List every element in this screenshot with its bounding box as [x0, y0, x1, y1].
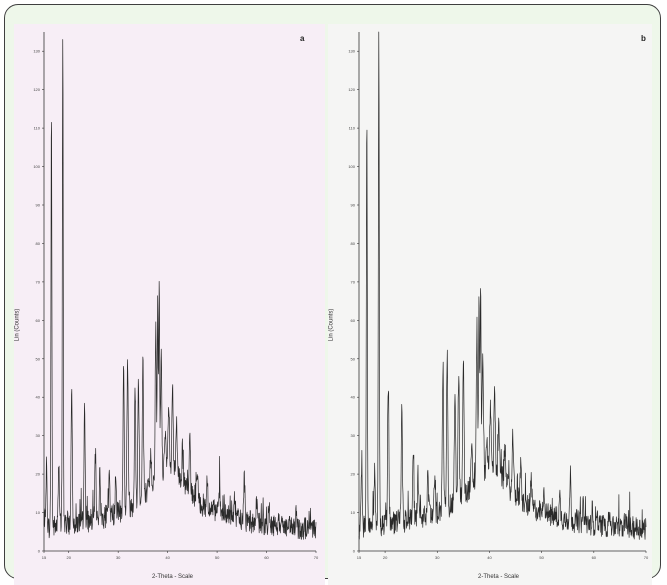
- xrd-plot-b: 0 10 20 30 40 50 60 70 80 90 100 110 120 130 15 20 30 40 5…: [348, 31, 649, 560]
- y-tick-label-b: 110: [349, 126, 356, 131]
- y-tick-label-b: 10: [351, 510, 356, 515]
- x-tick-label-a: 40: [165, 555, 170, 560]
- y-tick-label-a: 40: [36, 395, 41, 400]
- x-tick-label-a: 60: [264, 555, 269, 560]
- xrd-panel-a: 0 10 20 30 40 50 60 70 80 90 100 110 120 130 15 20 30 40 5…: [14, 24, 325, 585]
- x-tick-label-b: 15: [357, 555, 362, 560]
- y-tick-label-b: 120: [348, 87, 355, 92]
- xrd-trace-b: [358, 31, 647, 540]
- x-tick-label-b: 50: [539, 555, 544, 560]
- y-tick-label-b: 130: [348, 49, 355, 54]
- y-tick-label-b: 0: [353, 549, 356, 554]
- x-tick-label-b: 30: [435, 555, 440, 560]
- y-tick-label-b: 70: [351, 279, 356, 284]
- y-tick-label-a: 50: [36, 356, 41, 361]
- y-tick-label-a: 10: [36, 510, 41, 515]
- panel-letter-a: a: [300, 34, 305, 43]
- x-tick-label-b: 20: [383, 555, 388, 560]
- xrd-trace-a: [43, 39, 317, 540]
- y-tick-label-a: 110: [34, 126, 41, 131]
- y-tick-label-a: 80: [36, 241, 41, 246]
- y-tick-label-a: 90: [36, 203, 41, 208]
- xrd-panel-b: 0 10 20 30 40 50 60 70 80 90 100 110 120 130 15 20 30 40 5…: [328, 24, 652, 585]
- y-tick-label-b: 50: [351, 356, 356, 361]
- x-tick-label-b: 70: [644, 555, 649, 560]
- x-tick-label-a: 20: [67, 555, 72, 560]
- y-tick-label-b: 30: [351, 433, 356, 438]
- x-axis-label-a: 2-Theta - Scale: [152, 574, 194, 580]
- xrd-plot-a: 0 10 20 30 40 50 60 70 80 90 100 110 120 130 15 20 30 40 5…: [33, 32, 319, 560]
- y-tick-label-a: 70: [36, 279, 41, 284]
- y-tick-label-a: 30: [36, 433, 41, 438]
- y-tick-label-a: 100: [33, 164, 40, 169]
- y-axis-label-a: Lin (Counts): [14, 308, 21, 342]
- y-tick-label-a: 0: [38, 549, 41, 554]
- y-tick-label-a: 20: [36, 472, 41, 477]
- y-axis-label-b: Lin (Counts): [328, 308, 335, 342]
- y-tick-label-b: 100: [348, 164, 355, 169]
- y-tick-label-b: 40: [351, 395, 356, 400]
- y-tick-label-b: 80: [351, 241, 356, 246]
- panel-letter-b: b: [641, 34, 646, 43]
- x-tick-label-a: 15: [42, 555, 47, 560]
- x-tick-label-a: 30: [116, 555, 121, 560]
- x-tick-label-a: 70: [314, 555, 319, 560]
- y-tick-label-b: 20: [351, 472, 356, 477]
- x-axis-label-b: 2-Theta - Scale: [478, 574, 520, 580]
- y-tick-label-a: 130: [33, 49, 40, 54]
- x-tick-label-b: 40: [487, 555, 492, 560]
- y-tick-label-b: 60: [351, 318, 356, 323]
- x-tick-label-a: 50: [215, 555, 220, 560]
- y-tick-label-a: 120: [33, 87, 40, 92]
- y-tick-label-a: 60: [36, 318, 41, 323]
- y-tick-label-b: 90: [351, 203, 356, 208]
- x-tick-label-b: 60: [592, 555, 597, 560]
